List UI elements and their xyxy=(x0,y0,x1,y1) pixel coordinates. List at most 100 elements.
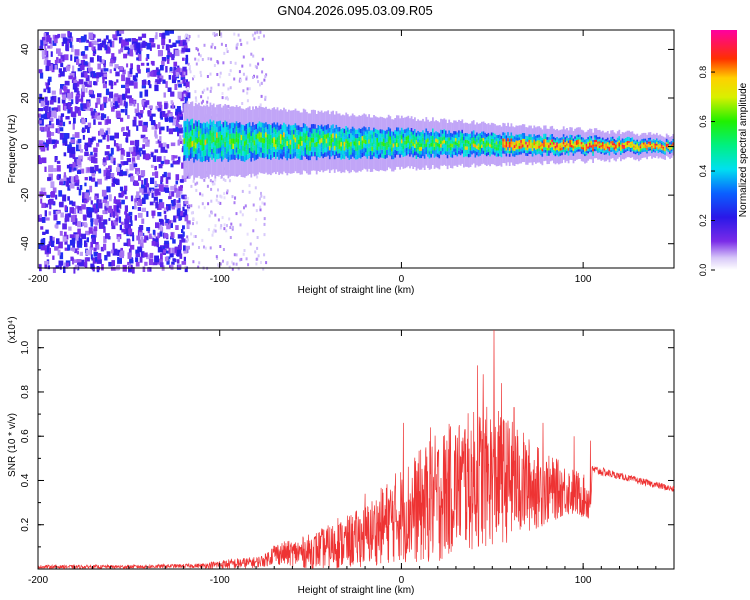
heatmap-cell xyxy=(100,59,105,65)
heatmap-cell xyxy=(487,132,490,137)
heatmap-cell xyxy=(185,245,190,250)
heatmap-cell xyxy=(314,124,316,129)
heatmap-cell xyxy=(410,150,413,155)
heatmap-cell xyxy=(358,141,361,146)
heatmap-cell xyxy=(153,242,159,247)
heatmap-cell xyxy=(156,81,161,85)
heatmap-cell xyxy=(639,148,642,151)
heatmap-cell xyxy=(415,136,418,141)
heatmap-cell xyxy=(83,199,88,204)
heatmap-cell xyxy=(598,139,601,142)
heatmap-cell xyxy=(227,135,230,141)
heatmap-cell xyxy=(530,145,532,149)
heatmap-cell xyxy=(567,140,570,144)
heatmap-cell xyxy=(482,131,485,135)
heatmap-cell xyxy=(307,137,310,142)
heatmap-cell xyxy=(59,181,63,186)
heatmap-cell xyxy=(456,132,459,136)
heatmap-cell xyxy=(84,142,88,147)
heatmap-cell xyxy=(495,141,498,145)
heatmap-cell xyxy=(575,142,578,145)
heatmap-cell xyxy=(105,130,108,136)
heatmap-cell xyxy=(373,144,375,149)
heatmap-cell xyxy=(106,145,110,149)
heatmap-cell xyxy=(402,153,405,157)
heatmap-cell xyxy=(304,142,307,148)
heatmap-cell xyxy=(492,145,495,149)
heatmap-cell xyxy=(651,144,653,146)
heatmap-cell xyxy=(567,153,570,156)
heatmap-cell xyxy=(231,267,234,271)
heatmap-cell xyxy=(44,210,47,217)
heatmap-cell xyxy=(342,128,344,133)
heatmap-cell xyxy=(487,136,490,140)
heatmap-cell xyxy=(428,136,431,141)
heatmap-cell xyxy=(564,142,567,145)
heatmap-cell xyxy=(97,259,102,264)
heatmap-cell xyxy=(88,139,93,145)
heatmap-cell xyxy=(242,89,245,93)
heatmap-cell xyxy=(369,151,372,156)
heatmap-cell xyxy=(263,128,266,134)
heatmap-cell xyxy=(396,147,398,151)
heatmap-cell xyxy=(660,151,663,154)
heatmap-cell xyxy=(592,142,594,145)
heatmap-cell xyxy=(116,167,120,172)
heatmap-cell xyxy=(503,132,506,136)
heatmap-cell xyxy=(268,139,271,144)
heatmap-cell xyxy=(589,135,591,139)
heatmap-cell xyxy=(662,145,665,147)
heatmap-cell xyxy=(72,134,75,138)
heatmap-cell xyxy=(183,71,186,75)
heatmap-cell xyxy=(63,266,66,273)
heatmap-cell xyxy=(389,144,392,149)
heatmap-cell xyxy=(148,80,151,86)
heatmap-cell xyxy=(43,32,47,40)
heatmap-cell xyxy=(490,148,493,152)
heatmap-cell xyxy=(263,217,266,221)
heatmap-cell xyxy=(181,162,184,169)
heatmap-cell xyxy=(397,143,400,147)
heatmap-cell xyxy=(423,132,426,137)
heatmap-cell xyxy=(275,139,277,145)
heatmap-cell xyxy=(135,253,141,257)
heatmap-cell xyxy=(249,242,252,246)
heatmap-cell xyxy=(561,137,563,140)
heatmap-cell xyxy=(227,156,230,162)
heatmap-cell xyxy=(332,133,334,138)
heatmap-cell xyxy=(207,202,210,206)
heatmap-cell xyxy=(382,150,385,155)
heatmap-cell xyxy=(77,221,81,228)
heatmap-cell xyxy=(494,146,496,150)
heatmap-x-axis-label: Height of straight line (km) xyxy=(298,285,415,296)
heatmap-cell xyxy=(489,140,491,144)
heatmap-x-tick-label: -100 xyxy=(210,274,230,285)
heatmap-cell xyxy=(227,97,229,101)
heatmap-cell xyxy=(217,263,219,267)
heatmap-cell xyxy=(137,69,141,74)
heatmap-cell xyxy=(175,49,180,57)
heatmap-cell xyxy=(301,155,303,160)
heatmap-cell xyxy=(250,146,253,152)
heatmap-cell xyxy=(322,140,325,145)
heatmap-cell xyxy=(140,251,145,258)
heatmap-cell xyxy=(340,142,343,147)
heatmap-cell xyxy=(320,147,323,152)
heatmap-cell xyxy=(561,152,563,156)
heatmap-cell xyxy=(464,143,467,147)
heatmap-cell xyxy=(409,133,411,138)
heatmap-cell xyxy=(225,142,228,149)
heatmap-cell xyxy=(247,128,249,134)
heatmap-cell xyxy=(432,146,434,151)
heatmap-cell xyxy=(119,164,122,169)
heatmap-cell xyxy=(456,146,459,150)
heatmap-cell xyxy=(647,147,650,149)
heatmap-cell xyxy=(42,231,46,235)
heatmap-cell xyxy=(63,175,67,182)
heatmap-cell xyxy=(441,130,444,134)
heatmap-cell xyxy=(587,141,590,145)
heatmap-cell xyxy=(471,144,473,148)
heatmap-cell xyxy=(74,49,80,56)
heatmap-cell xyxy=(615,148,617,151)
heatmap-cell xyxy=(544,139,547,142)
